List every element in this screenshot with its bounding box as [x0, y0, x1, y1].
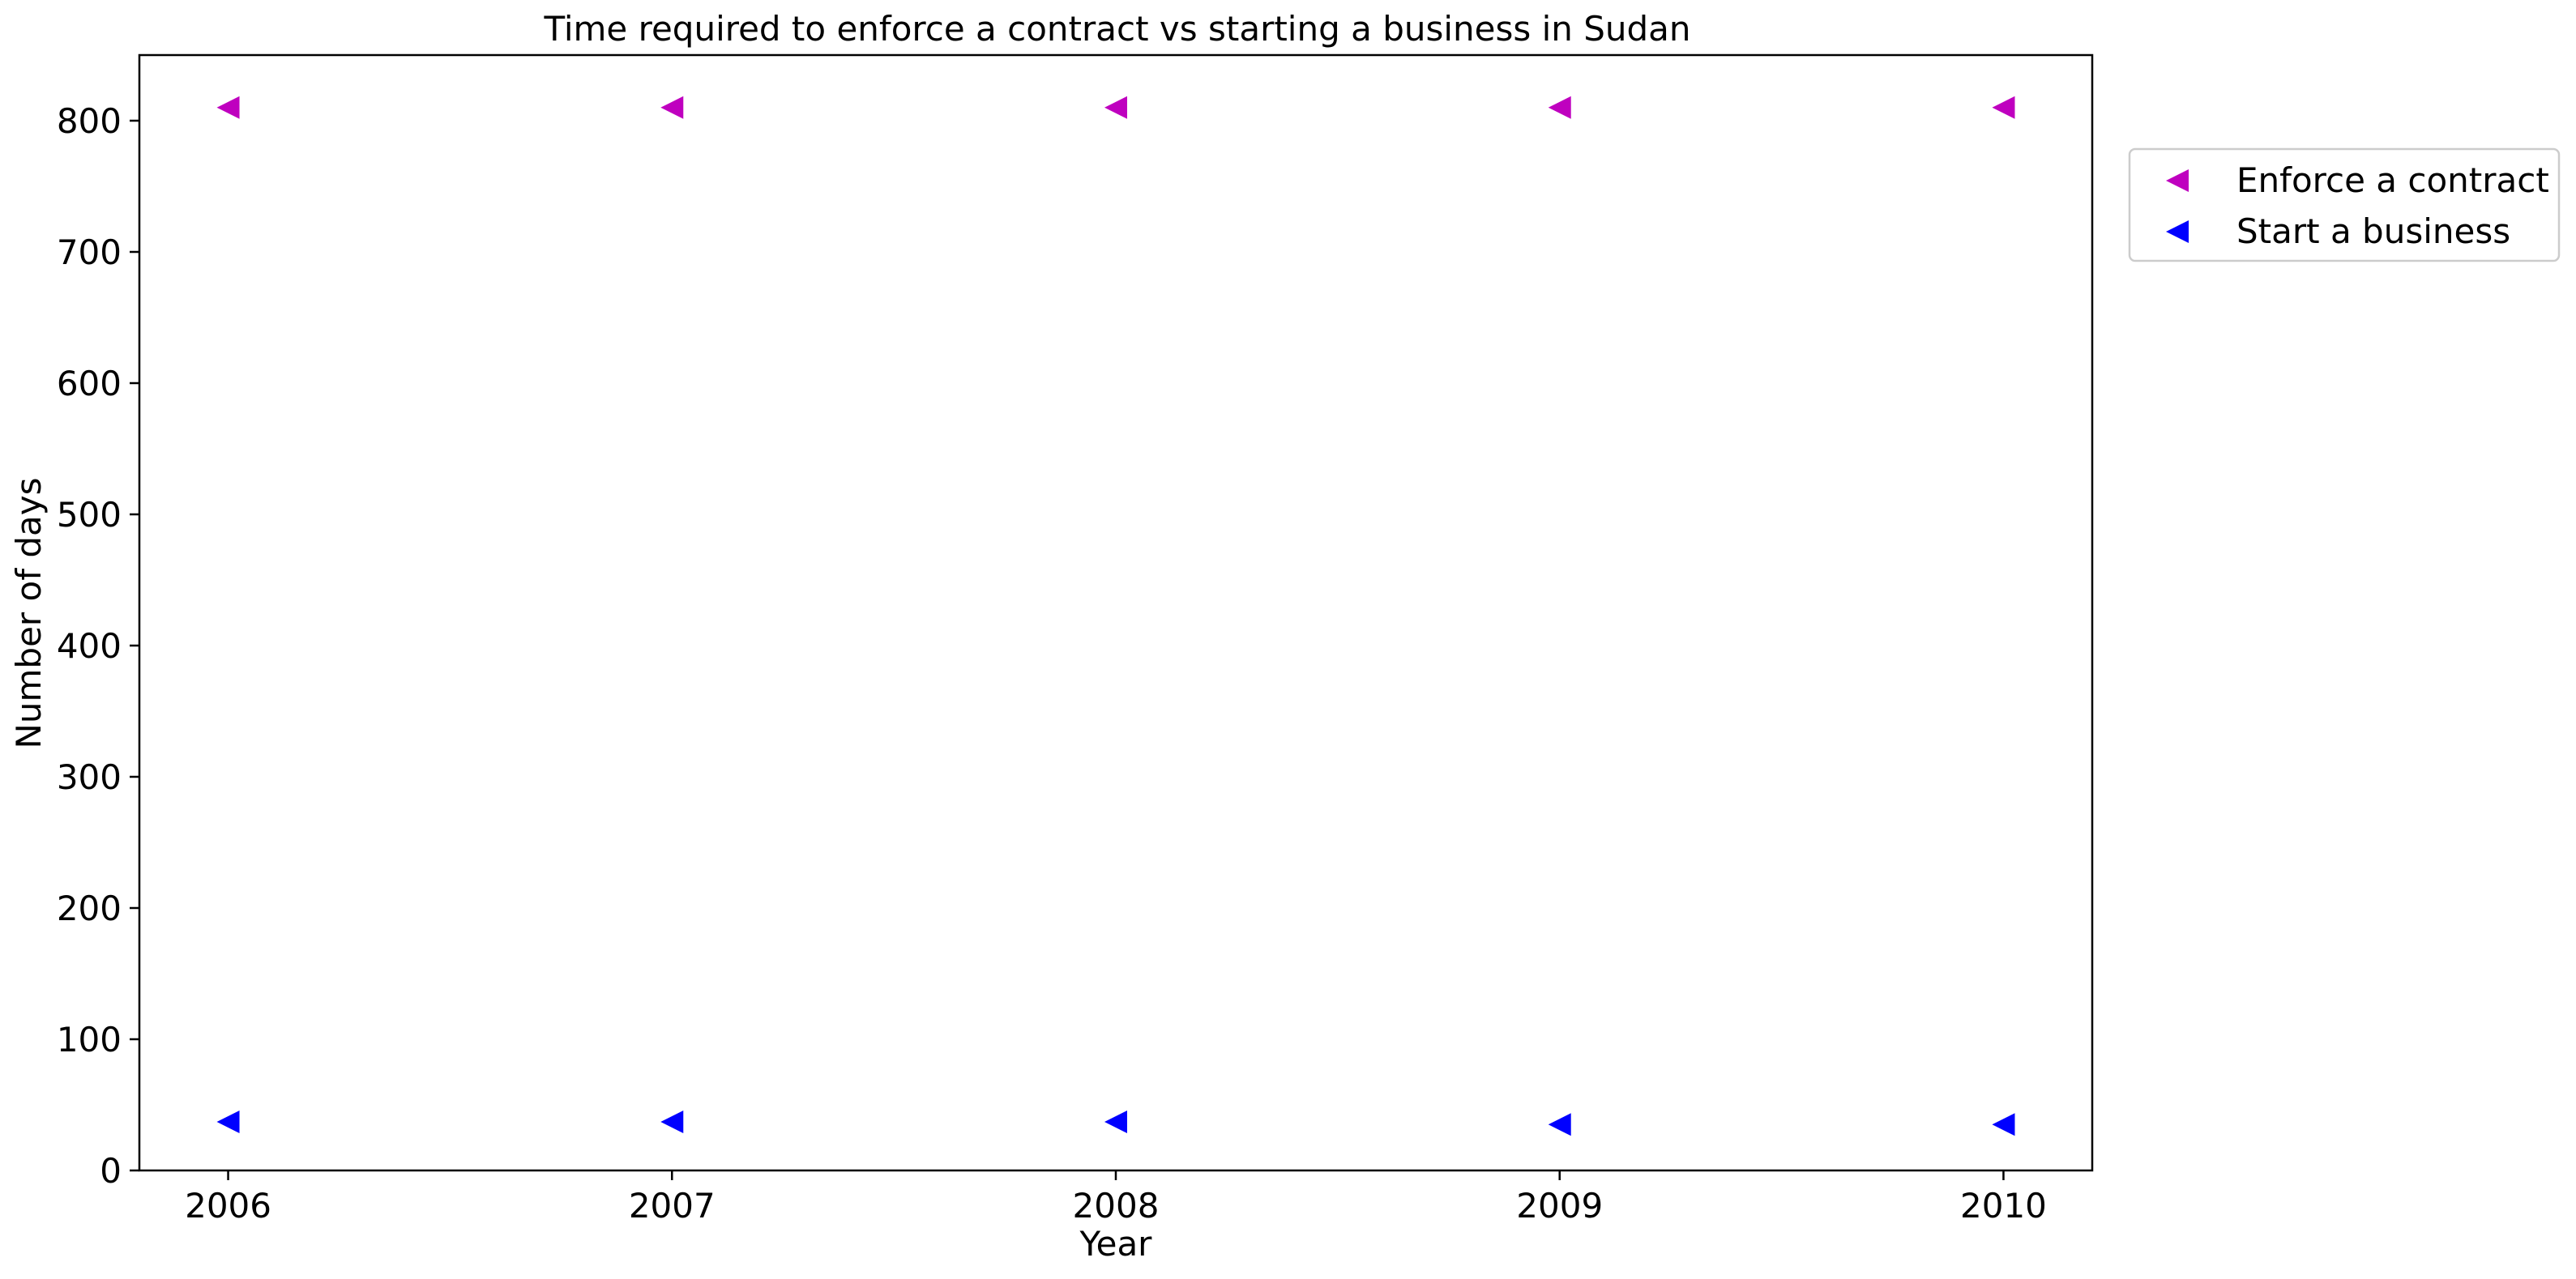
x-tick-label: 2010: [1960, 1186, 2047, 1226]
x-tick-label: 2007: [629, 1186, 716, 1226]
data-point-start-a-business: [1548, 1113, 1571, 1136]
data-point-start-a-business: [1104, 1111, 1127, 1134]
y-tick-label: 300: [57, 757, 122, 797]
y-tick-label: 700: [57, 232, 122, 272]
x-axis-label: Year: [1079, 1224, 1153, 1264]
plot-area: [216, 96, 2015, 1136]
y-tick-label: 600: [57, 364, 122, 403]
legend-frame: [2128, 147, 2561, 262]
y-tick-label: 200: [57, 889, 122, 928]
y-tick-label: 100: [57, 1020, 122, 1059]
legend-label-enforce-a-contract: Enforce a contract: [2236, 160, 2549, 200]
y-axis-label: Number of days: [9, 477, 49, 748]
y-tick-label: 500: [57, 495, 122, 535]
data-point-start-a-business: [1992, 1113, 2015, 1136]
x-tick-label: 2009: [1516, 1186, 1603, 1226]
data-point-start-a-business: [660, 1111, 684, 1134]
x-axis: 2006 2007 2008 2009 2010: [185, 1170, 2047, 1226]
data-point-enforce-a-contract: [1104, 96, 1127, 119]
x-tick-label: 2006: [185, 1186, 271, 1226]
y-tick-label: 800: [57, 101, 122, 141]
y-tick-label: 0: [100, 1151, 122, 1191]
data-point-enforce-a-contract: [660, 96, 684, 119]
x-tick-label: 2008: [1073, 1186, 1160, 1226]
data-point-enforce-a-contract: [1992, 96, 2015, 119]
chart-title: Time required to enforce a contract vs s…: [543, 9, 1690, 49]
legend-marker-enforce-a-contract: [2166, 169, 2189, 192]
data-point-start-a-business: [216, 1111, 240, 1134]
data-point-enforce-a-contract: [1548, 96, 1571, 119]
data-point-enforce-a-contract: [216, 96, 240, 119]
y-tick-label: 400: [57, 626, 122, 666]
legend-label-start-a-business: Start a business: [2236, 211, 2510, 251]
legend-marker-start-a-business: [2166, 220, 2189, 243]
legend: Enforce a contract Start a business: [2128, 147, 2561, 262]
y-axis: 0 100 200 300 400 500 600 700 800: [57, 101, 139, 1191]
